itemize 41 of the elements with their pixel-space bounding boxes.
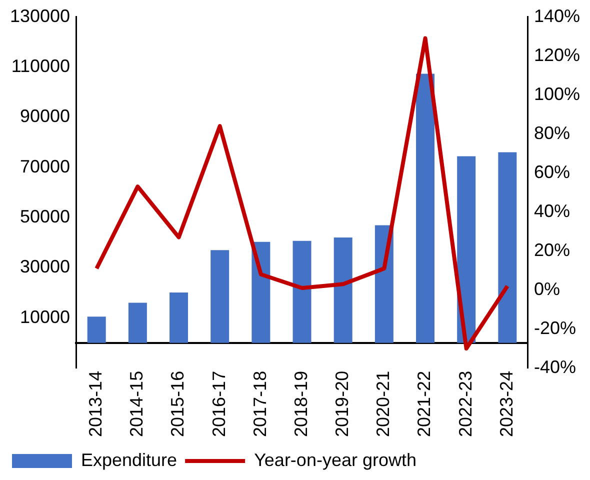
- y2-tick-label: 40%: [534, 200, 570, 221]
- bar: [457, 156, 476, 343]
- x-tick-label: 2017-18: [250, 370, 270, 437]
- y2-tick-label: 0%: [534, 278, 560, 299]
- bar: [498, 152, 517, 343]
- bar: [252, 242, 270, 343]
- y2-tick-label: -20%: [534, 318, 576, 338]
- y2-tick-label: -40%: [534, 356, 576, 377]
- y-tick-label: 50000: [20, 206, 70, 226]
- y-tick-label: 70000: [20, 156, 70, 176]
- y2-tick-label: 20%: [534, 240, 570, 260]
- bar: [87, 316, 106, 343]
- y2-tick-label: 80%: [534, 122, 570, 143]
- bar: [128, 302, 147, 343]
- x-tick-label: 2013-14: [86, 370, 106, 437]
- x-tick-label: 2014-15: [126, 370, 147, 437]
- x-tick-label: 2018-19: [290, 370, 311, 437]
- bar: [416, 74, 434, 343]
- y2-tick-label: 120%: [534, 44, 580, 65]
- legend-label: Expenditure: [81, 450, 178, 470]
- y-tick-label: 30000: [20, 256, 70, 277]
- legend-label: Year-on-year growth: [254, 450, 416, 470]
- y-tick-label: 90000: [20, 106, 70, 126]
- x-tick-label: 2022-23: [455, 370, 476, 437]
- y2-tick-label: 100%: [534, 84, 580, 104]
- x-tick-label: 2019-20: [332, 370, 352, 437]
- x-tick-label: 2016-17: [208, 370, 229, 437]
- y-tick-label: 110000: [11, 56, 70, 76]
- y-tick-label: 130000: [10, 6, 70, 26]
- y-tick-label: 10000: [20, 306, 70, 327]
- bar: [374, 225, 394, 343]
- bar: [334, 238, 352, 343]
- y2-tick-label: 60%: [534, 162, 570, 182]
- x-tick-label: 2021-22: [414, 370, 434, 437]
- x-tick-label: 2023-24: [496, 370, 516, 437]
- bar: [292, 240, 312, 343]
- y2-tick-label: 140%: [534, 6, 580, 26]
- x-tick-label: 2020-21: [373, 370, 394, 437]
- bar: [170, 292, 188, 343]
- x-tick-label: 2015-16: [168, 370, 188, 437]
- bar: [210, 250, 230, 343]
